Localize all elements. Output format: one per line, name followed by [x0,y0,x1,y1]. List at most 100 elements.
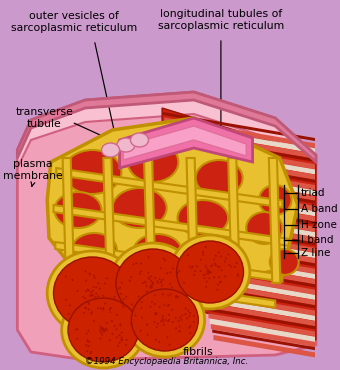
Ellipse shape [188,327,190,329]
Ellipse shape [121,332,122,334]
Ellipse shape [87,330,89,332]
Ellipse shape [146,323,148,326]
Ellipse shape [155,339,157,341]
Ellipse shape [116,314,118,316]
Ellipse shape [189,325,191,327]
Ellipse shape [210,265,212,268]
Ellipse shape [175,295,177,297]
Polygon shape [207,308,315,329]
Ellipse shape [120,324,121,326]
Ellipse shape [234,266,236,268]
Text: transverse
tubule: transverse tubule [16,107,73,129]
Ellipse shape [150,275,152,277]
Ellipse shape [95,286,97,288]
Ellipse shape [88,289,89,291]
Polygon shape [120,118,253,168]
Ellipse shape [99,329,101,332]
Polygon shape [194,248,315,274]
Polygon shape [198,264,315,287]
Polygon shape [123,126,246,160]
Ellipse shape [158,341,160,343]
Ellipse shape [152,282,154,283]
Ellipse shape [65,276,67,278]
Ellipse shape [72,233,117,267]
Ellipse shape [156,326,158,328]
Ellipse shape [104,329,105,331]
Ellipse shape [209,272,211,274]
Ellipse shape [138,296,140,297]
Ellipse shape [187,310,189,312]
Ellipse shape [86,333,87,335]
Ellipse shape [106,322,108,324]
Ellipse shape [114,296,115,298]
Ellipse shape [140,270,142,272]
Ellipse shape [65,299,67,301]
Polygon shape [212,330,315,350]
Polygon shape [228,158,240,283]
Ellipse shape [169,283,171,285]
Ellipse shape [88,341,90,343]
Ellipse shape [109,339,110,342]
Ellipse shape [140,330,142,332]
Polygon shape [167,128,315,159]
Ellipse shape [90,313,92,314]
Ellipse shape [130,276,132,278]
Ellipse shape [159,278,161,280]
Polygon shape [202,286,315,308]
Polygon shape [17,92,316,360]
Ellipse shape [123,298,125,300]
Ellipse shape [189,315,190,317]
Polygon shape [55,242,283,282]
Ellipse shape [193,321,194,323]
Ellipse shape [193,274,195,276]
Ellipse shape [201,242,244,274]
Ellipse shape [88,303,90,305]
Ellipse shape [89,272,90,275]
Polygon shape [47,118,298,290]
Ellipse shape [208,270,210,273]
Polygon shape [189,226,315,253]
Polygon shape [174,161,315,190]
Ellipse shape [208,277,210,279]
Polygon shape [63,270,275,307]
Ellipse shape [76,328,78,330]
Ellipse shape [167,336,168,338]
Ellipse shape [116,249,190,317]
Ellipse shape [148,272,149,273]
Ellipse shape [83,312,85,314]
Ellipse shape [157,282,159,284]
Ellipse shape [99,288,101,290]
Polygon shape [179,183,315,211]
Ellipse shape [151,286,153,289]
Polygon shape [170,145,315,174]
Ellipse shape [121,282,123,284]
Ellipse shape [214,263,216,265]
Ellipse shape [85,270,86,272]
Ellipse shape [211,264,213,266]
Ellipse shape [175,296,176,298]
Ellipse shape [171,309,173,311]
Ellipse shape [163,258,165,260]
Ellipse shape [150,287,151,289]
Ellipse shape [205,273,207,275]
Ellipse shape [68,298,139,362]
Polygon shape [17,92,316,162]
Ellipse shape [111,320,113,322]
Ellipse shape [97,307,99,309]
Ellipse shape [175,327,177,329]
Ellipse shape [135,262,137,264]
Ellipse shape [236,262,237,264]
Ellipse shape [165,319,167,321]
Ellipse shape [162,320,164,323]
Ellipse shape [101,328,103,330]
Polygon shape [169,139,315,169]
Ellipse shape [219,266,220,268]
Ellipse shape [131,289,198,351]
Ellipse shape [110,307,112,309]
Ellipse shape [118,287,120,289]
Ellipse shape [148,256,150,258]
Text: A band: A band [301,204,337,214]
Ellipse shape [109,309,110,310]
Ellipse shape [146,290,148,293]
Ellipse shape [100,327,102,329]
